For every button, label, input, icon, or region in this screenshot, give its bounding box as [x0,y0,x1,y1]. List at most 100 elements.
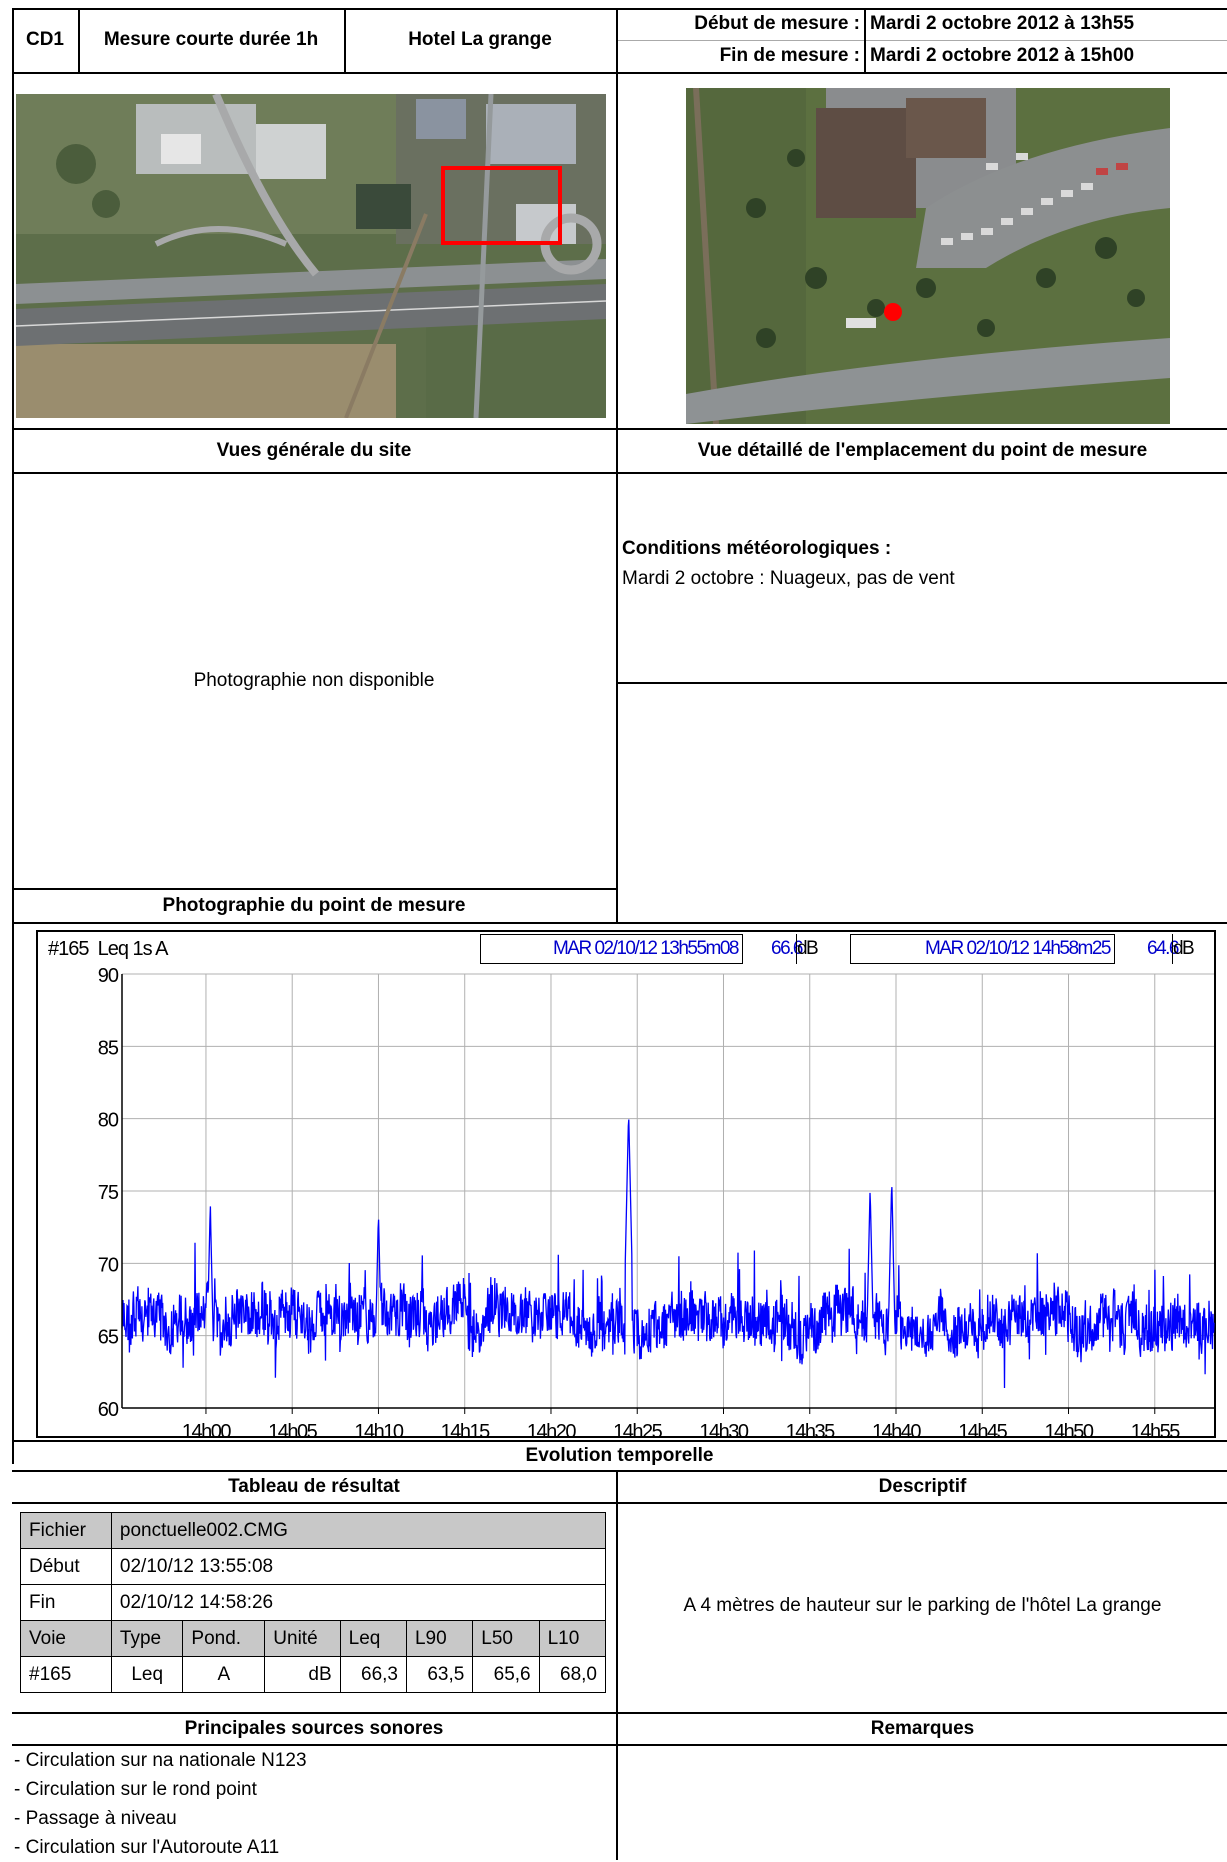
chart-measure: Leq 1s A [97,938,169,960]
end-value-cell: 02/10/12 14:58:26 [110,1584,607,1621]
y-tick-label: 80 [98,1110,119,1132]
end-label-cell: Fin [20,1584,112,1621]
results-end-row: Fin 02/10/12 14:58:26 [20,1584,607,1621]
x-tick-label: 14h30 [699,1421,748,1436]
start-value: Mardi 2 octobre 2012 à 13h55 [870,13,1135,34]
y-tick-label: 75 [98,1182,119,1204]
location-marker-box [441,166,562,245]
results-table: Fichier ponctuelle002.CMG Début 02/10/12… [20,1512,607,1693]
chart-start-time: MAR 02/10/12 13h55m08 [480,934,743,964]
start-label-cell: Début [20,1548,112,1585]
general-aerial-image [16,94,606,418]
chart-end-value: 64.6 [1147,938,1179,959]
col-l10: L10 [538,1620,607,1657]
results-file-row: Fichier ponctuelle002.CMG [20,1512,607,1549]
x-tick-label: 14h00 [182,1421,231,1436]
x-tick-label: 14h50 [1044,1421,1093,1436]
sources-caption: Principales sources sonores [184,1718,444,1739]
source-item: - Circulation sur na nationale N123 [14,1750,307,1771]
left-border [12,8,14,1464]
sources-caption-top [12,1712,1227,1714]
chart-section-top [12,922,1227,924]
chart-end-time: MAR 02/10/12 14h58m25 [850,934,1115,964]
bottom-mid-divider [616,1470,618,1860]
general-aerial-map [16,94,606,418]
chart-caption-top [12,1440,1227,1442]
x-tick-label: 14h45 [958,1421,1007,1436]
y-tick-label: 65 [98,1327,119,1349]
header-top-border [12,8,1227,10]
measure-point-marker [884,303,902,321]
chart-start-reading: 66.6 dB [743,934,850,964]
start-value-cell: 02/10/12 13:55:08 [110,1548,607,1585]
cell-l10: 68,0 [538,1656,607,1693]
x-tick-label: 14h15 [441,1421,490,1436]
cell-unite: dB [264,1656,341,1693]
sources-caption-bottom [12,1744,1227,1746]
detail-aerial-map [686,88,1170,424]
general-view-caption: Vues générale du site [216,440,412,461]
detail-aerial-image [686,88,1170,424]
file-label: Fichier [20,1512,112,1549]
remarques-caption: Remarques [870,1718,975,1739]
cell-pond: A [182,1656,266,1693]
chart-channel-id: #165 [48,938,89,960]
source-item: - Circulation sur l'Autoroute A11 [14,1837,280,1858]
descriptif-text: A 4 mètres de hauteur sur le parking de … [683,1595,1162,1616]
x-tick-label: 14h40 [872,1421,921,1436]
results-start-row: Début 02/10/12 13:55:08 [20,1548,607,1585]
photos-mid-divider [616,72,618,922]
chart-caption: Evolution temporelle [525,1445,714,1466]
y-tick-label: 90 [98,965,119,987]
header-div-4 [864,8,866,72]
y-tick-label: 85 [98,1037,119,1059]
header-bottom-border [12,72,1227,74]
x-tick-label: 14h05 [268,1421,317,1436]
col-unite: Unité [264,1620,341,1657]
cell-l50: 65,6 [472,1656,540,1693]
x-tick-label: 14h25 [613,1421,662,1436]
x-tick-label: 14h10 [354,1421,403,1436]
chart-end-unit: dB [1172,938,1195,959]
y-tick-label: 70 [98,1254,119,1276]
chart-start-unit: dB [796,938,819,959]
results-header-row: Voie Type Pond. Unité Leq L90 L50 L10 [20,1620,607,1657]
col-leq: Leq [339,1620,407,1657]
chart-end-sep [1171,934,1173,964]
cell-type: Leq [110,1656,184,1693]
point-caption-top [12,888,618,890]
x-tick-label: 14h20 [527,1421,576,1436]
col-voie: Voie [20,1620,112,1657]
header-mid-divider [616,40,1227,41]
noise-series-line [121,1119,1215,1389]
descriptif-caption: Descriptif [878,1476,967,1497]
header-div-1 [78,8,80,72]
cell-l90: 63,5 [405,1656,474,1693]
photos-caption-top [12,428,1227,430]
header-div-2 [344,8,346,72]
y-tick-label: 60 [98,1399,119,1421]
end-label: Fin de mesure : [719,45,860,66]
weather-title: Conditions météorologiques : [622,538,892,559]
point-photo-placeholder: Photographie non disponible [193,670,435,691]
x-tick-label: 14h55 [1131,1421,1180,1436]
source-item: - Passage à niveau [14,1808,177,1829]
x-tick-label: 14h35 [786,1421,835,1436]
chart-frame [36,930,1216,1438]
header-div-3 [616,8,618,72]
chart-caption-bottom [12,1470,1227,1472]
noise-level-chart: 90 85 80 75 70 65 60 14h00 14h05 14h10 14h15 14h20 1… [98,965,1215,1436]
weather-text: Mardi 2 octobre : Nuageux, pas de vent [622,568,955,589]
col-type: Type [110,1620,184,1657]
measure-id: CD1 [25,29,64,50]
results-data-row: #165 Leq A dB 66,3 63,5 65,6 68,0 [20,1656,607,1693]
results-caption: Tableau de résultat [228,1476,400,1497]
chart-start-value: 66.6 [771,938,803,959]
end-value: Mardi 2 octobre 2012 à 15h00 [870,45,1135,66]
detail-view-caption: Vue détaillé de l'emplacement du point d… [697,440,1148,461]
chart-end-reading: 64.6 dB [1115,934,1215,964]
sources-list: - Circulation sur na nationale N123 - Ci… [14,1746,307,1862]
chart-start-sep [795,934,797,964]
site-name: Hotel La grange [408,29,552,50]
file-value: ponctuelle002.CMG [110,1512,607,1549]
